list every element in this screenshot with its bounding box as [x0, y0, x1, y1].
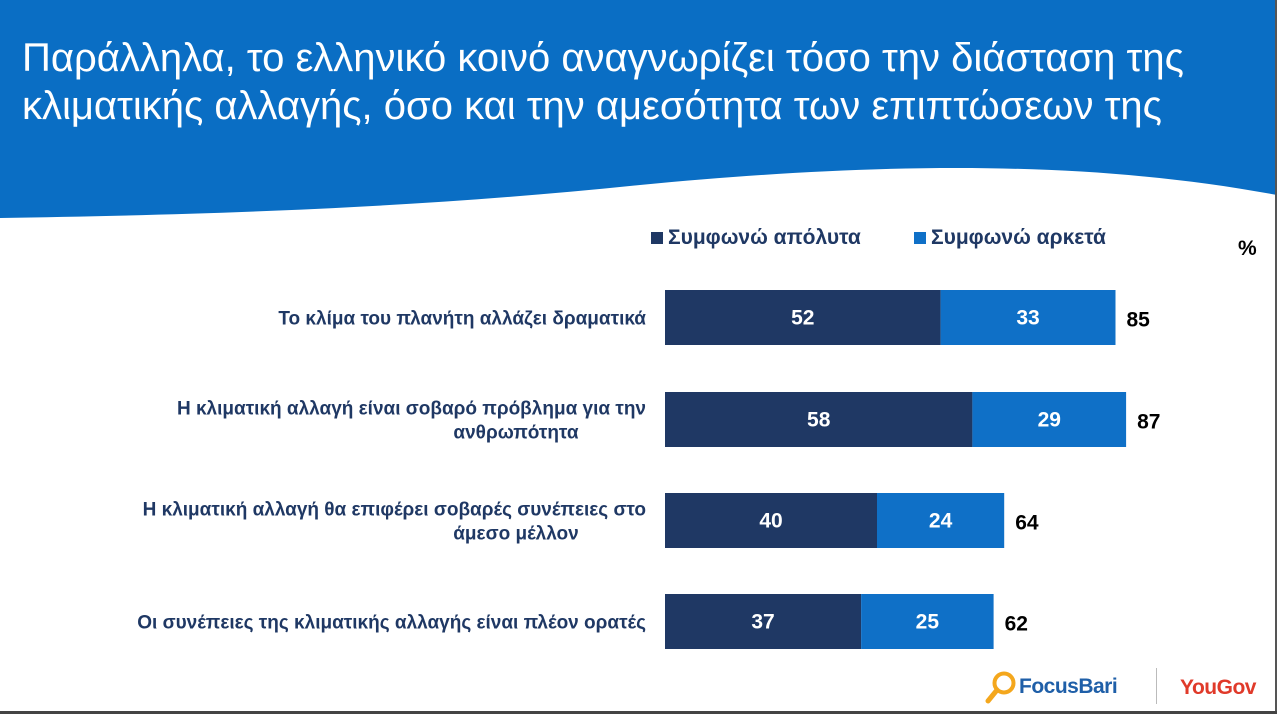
- bar-segment-absolutely: [665, 493, 877, 548]
- bar-value-label: 37: [751, 611, 774, 634]
- bar-total-label: 64: [1015, 512, 1039, 535]
- bar-value-label: 24: [929, 510, 953, 533]
- bar-value-label: 25: [916, 611, 940, 634]
- bar-segment-rather: [877, 493, 1005, 548]
- legend-label-absolutely: Συμφωνώ απόλυτα: [668, 226, 861, 249]
- magnifier-icon: [985, 671, 1016, 704]
- bar-segment-absolutely: [665, 392, 973, 447]
- bar-total-label: 87: [1137, 411, 1160, 434]
- bar-total-label: 62: [1005, 613, 1028, 636]
- bar-segment-rather: [972, 392, 1127, 447]
- bar-total-label: 85: [1127, 309, 1151, 332]
- bar-value-label: 58: [807, 409, 831, 432]
- slide-title: Παράλληλα, το ελληνικό κοινό αναγνωρίζει…: [22, 36, 1184, 128]
- bar-value-label: 33: [1016, 307, 1039, 330]
- category-label: ανθρωπότητα: [453, 423, 578, 444]
- bar-segment-absolutely: [665, 594, 862, 649]
- bar-segment-absolutely: [665, 290, 941, 345]
- category-label: Οι συνέπειες της κλιματικής αλλαγής είνα…: [137, 613, 646, 634]
- category-label: Το κλίμα του πλανήτη αλλάζει δραματικά: [278, 309, 646, 330]
- legend-label-rather: Συμφωνώ αρκετά: [931, 226, 1106, 249]
- bar-segment-rather: [861, 594, 994, 649]
- logo-divider: [1156, 668, 1157, 704]
- header-background: [0, 0, 1277, 218]
- legend-item-rather: Συμφωνώ αρκετά: [914, 226, 1106, 250]
- legend-swatch-dark: [651, 232, 663, 244]
- header-wave: [0, 0, 1277, 218]
- slide-border-bottom: [0, 711, 1277, 714]
- category-label: άμεσο μέλλον: [453, 524, 578, 545]
- yougov-logo: YouGov: [1180, 676, 1256, 699]
- category-label: Η κλιματική αλλαγή θα επιφέρει σοβαρές σ…: [143, 500, 646, 521]
- bar-value-label: 40: [759, 510, 782, 533]
- focusbari-text: FocusBari: [1019, 675, 1118, 698]
- category-label: Η κλιματική αλλαγή είναι σοβαρό πρόβλημα…: [177, 399, 646, 420]
- bar-segment-rather: [940, 290, 1116, 345]
- bar-value-label: 52: [791, 307, 814, 330]
- logo-bar: FocusBari YouGov: [985, 668, 1277, 708]
- bar-value-label: 29: [1038, 409, 1061, 432]
- unit-label: %: [1238, 237, 1257, 260]
- focusbari-logo: FocusBari: [985, 670, 1118, 704]
- legend-swatch-light: [914, 232, 926, 244]
- slide-border-right: [1275, 0, 1277, 714]
- legend-item-absolutely: Συμφωνώ απόλυτα: [651, 226, 861, 250]
